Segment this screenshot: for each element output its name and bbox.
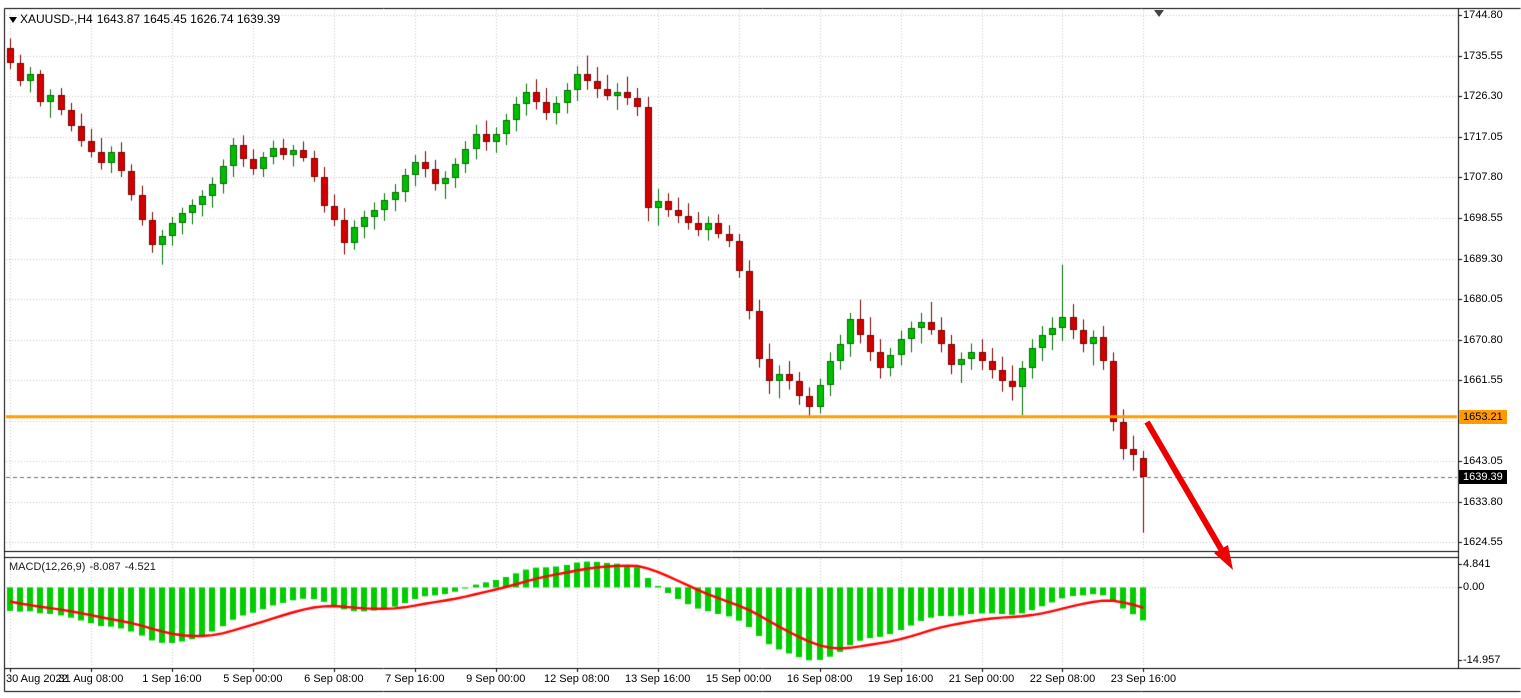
macd-signal-value: -4.521 (124, 561, 156, 573)
macd-scale-min: -14.957 (1463, 653, 1501, 666)
macd-indicator-label: MACD(12,26,9) -8.087 -4.521 (9, 561, 156, 573)
symbol-caret-icon[interactable] (9, 17, 17, 23)
chart-shift-marker-icon[interactable] (1154, 10, 1164, 17)
current-price-tag: 1639.39 (1459, 470, 1507, 485)
chart-title: XAUUSD-,H4 1643.87 1645.45 1626.74 1639.3… (9, 12, 280, 26)
macd-scale-max: 4.841 (1463, 558, 1491, 571)
macd-value: -8.087 (89, 561, 121, 573)
level-price-tag: 1653.21 (1459, 409, 1507, 424)
trend-arrow[interactable] (1140, 415, 1250, 585)
macd-name: MACD(12,26,9) (9, 561, 86, 573)
chart-symbol-period: XAUUSD-,H4 (20, 12, 93, 26)
chart-ohlc-values: 1643.87 1645.45 1626.74 1639.39 (96, 12, 281, 26)
macd-scale-zero: 0.00 (1463, 581, 1485, 594)
